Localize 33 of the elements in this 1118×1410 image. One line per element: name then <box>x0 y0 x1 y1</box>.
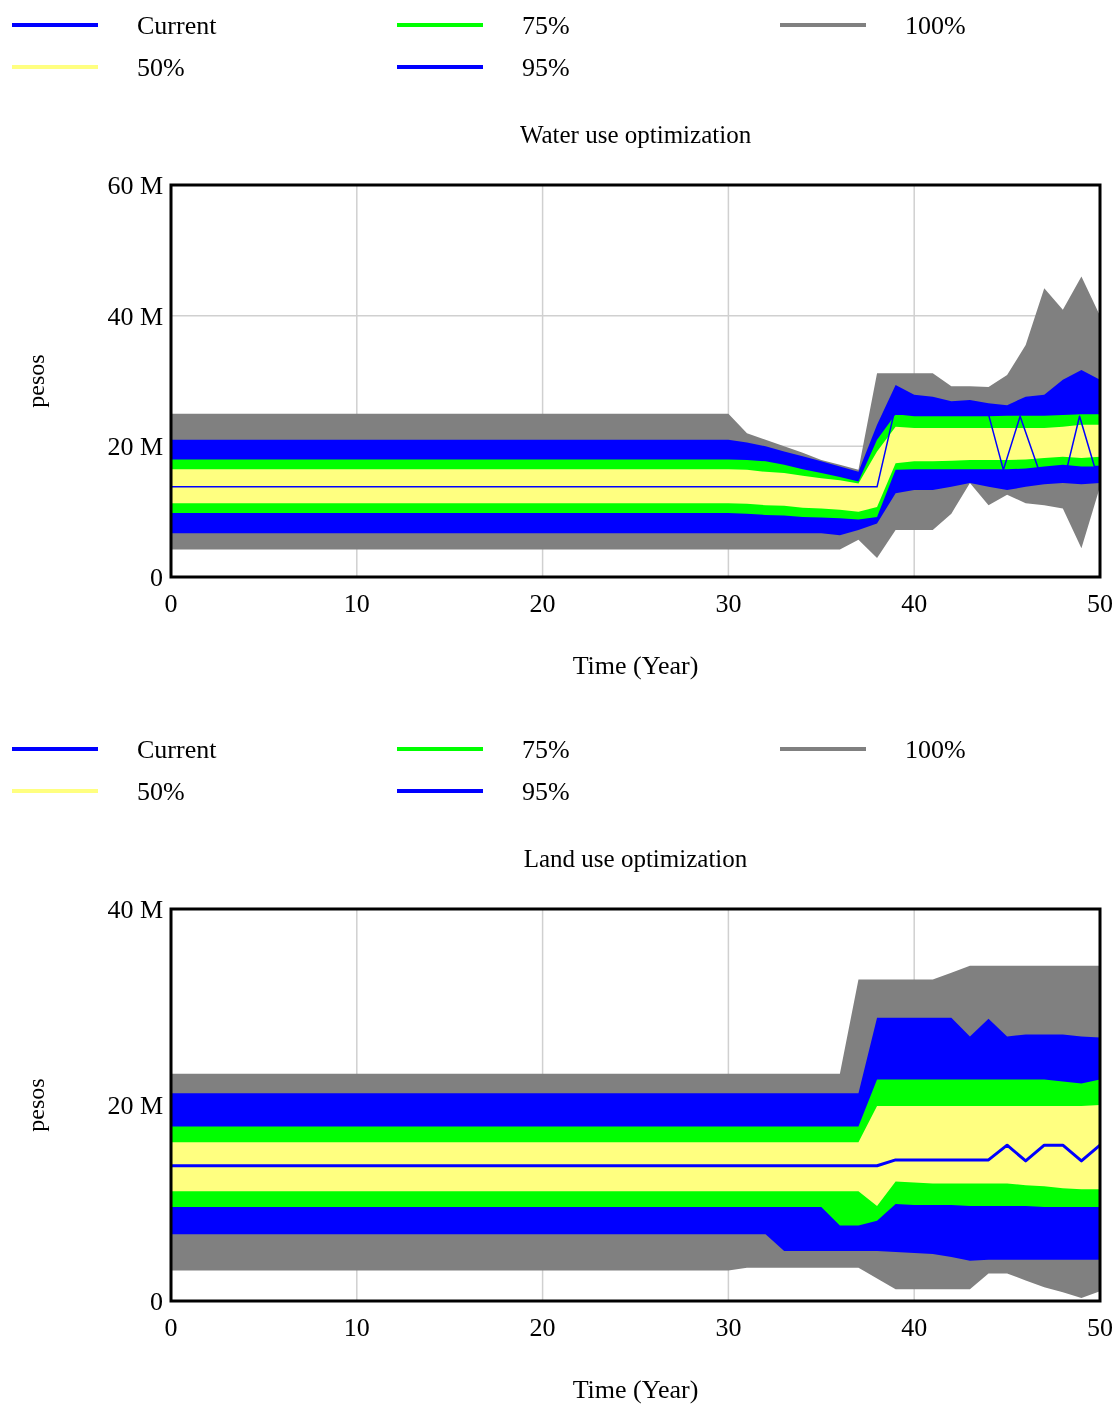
legend-label: Current <box>137 735 218 764</box>
x-tick-label: 10 <box>343 1313 370 1342</box>
legend-label: 95% <box>522 53 570 82</box>
y-tick-label: 0 <box>150 1287 163 1316</box>
x-tick-label: 10 <box>343 589 370 618</box>
x-tick-label: 30 <box>715 589 742 618</box>
legend-label: 50% <box>137 53 185 82</box>
legend-label: 100% <box>905 11 966 40</box>
y-tick-label: 20 M <box>107 432 163 462</box>
x-tick-label: 30 <box>715 1313 742 1342</box>
y-axis-title: pesos <box>23 354 49 408</box>
y-tick-label: 0 <box>150 563 163 592</box>
legend-label: 50% <box>137 777 185 806</box>
y-axis-title: pesos <box>23 1078 49 1132</box>
x-tick-label: 20 <box>529 589 556 618</box>
legend-label: Current <box>137 11 218 40</box>
y-tick-label: 60 M <box>107 171 163 200</box>
chart-title: Water use optimization <box>519 121 752 148</box>
x-axis-title: Time (Year) <box>572 1375 699 1404</box>
x-tick-label: 40 <box>901 1313 928 1342</box>
legend-label: 95% <box>522 777 570 806</box>
chart-title: Land use optimization <box>523 845 748 872</box>
x-tick-label: 50 <box>1087 1313 1113 1342</box>
legend-label: 100% <box>905 735 966 764</box>
legend-label: 75% <box>522 11 570 40</box>
x-axis-title: Time (Year) <box>572 651 699 680</box>
legend-label: 75% <box>522 735 570 764</box>
y-tick-label: 40 M <box>107 301 163 331</box>
x-tick-label: 20 <box>529 1313 556 1342</box>
y-tick-label: 20 M <box>107 1091 163 1120</box>
x-tick-label: 50 <box>1087 589 1113 618</box>
y-tick-label: 40 M <box>107 895 163 924</box>
x-tick-label: 40 <box>901 589 928 618</box>
